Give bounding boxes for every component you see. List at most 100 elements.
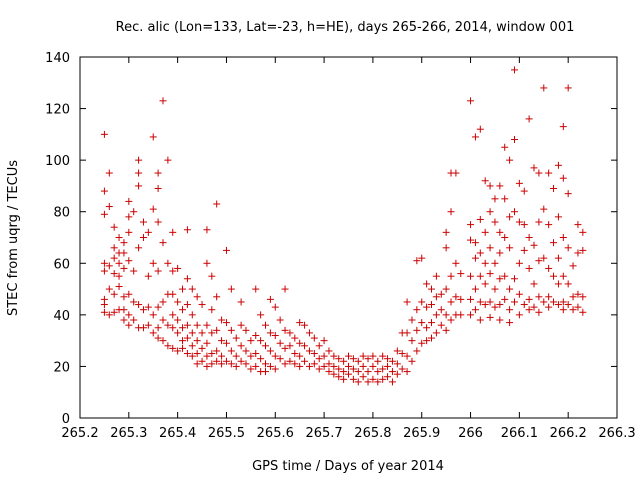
data-point bbox=[486, 313, 494, 321]
data-point bbox=[227, 347, 235, 355]
data-point bbox=[281, 360, 289, 368]
data-point bbox=[408, 357, 416, 365]
data-point bbox=[169, 228, 177, 236]
data-point bbox=[218, 352, 226, 360]
data-point bbox=[330, 370, 338, 378]
data-point bbox=[232, 362, 240, 370]
data-point bbox=[345, 362, 352, 370]
data-point bbox=[266, 347, 274, 355]
data-point bbox=[471, 133, 479, 141]
data-point bbox=[115, 282, 123, 290]
data-point bbox=[345, 370, 352, 378]
data-point bbox=[130, 267, 138, 275]
data-point bbox=[325, 368, 333, 376]
data-point bbox=[447, 272, 455, 280]
data-point bbox=[237, 342, 245, 350]
data-point bbox=[442, 285, 450, 293]
data-point bbox=[227, 360, 235, 368]
data-point bbox=[442, 228, 450, 236]
data-point bbox=[159, 316, 167, 324]
data-point bbox=[545, 264, 553, 272]
data-point bbox=[574, 303, 582, 311]
x-tick-label: 266.1 bbox=[501, 426, 538, 441]
chart-title: Rec. alic (Lon=133, Lat=-23, h=HE), days… bbox=[116, 20, 575, 35]
data-point bbox=[315, 355, 323, 363]
data-point bbox=[442, 311, 450, 319]
data-point bbox=[476, 272, 484, 280]
data-point bbox=[345, 352, 352, 360]
data-point bbox=[335, 365, 343, 373]
data-point bbox=[520, 301, 528, 309]
data-point bbox=[525, 115, 533, 123]
data-point bbox=[545, 169, 553, 177]
data-point bbox=[218, 316, 226, 324]
data-point bbox=[135, 182, 143, 190]
data-point bbox=[120, 316, 128, 324]
data-point bbox=[569, 293, 577, 301]
data-point bbox=[208, 329, 216, 337]
y-tick-label: 20 bbox=[53, 360, 70, 375]
x-axis-label: GPS time / Days of year 2014 bbox=[252, 459, 444, 474]
data-point bbox=[510, 136, 518, 144]
data-point bbox=[340, 368, 348, 376]
data-point bbox=[154, 185, 162, 193]
data-point bbox=[510, 298, 518, 306]
data-point bbox=[154, 267, 162, 275]
data-point bbox=[393, 360, 401, 368]
data-point bbox=[427, 334, 435, 342]
data-point bbox=[379, 365, 387, 373]
data-point bbox=[379, 375, 387, 383]
data-point bbox=[554, 161, 562, 169]
data-point bbox=[125, 290, 133, 298]
data-point bbox=[110, 270, 118, 278]
data-point bbox=[222, 319, 230, 327]
data-point bbox=[535, 169, 543, 177]
data-point bbox=[579, 293, 587, 301]
data-point bbox=[349, 365, 357, 373]
data-point bbox=[198, 301, 206, 309]
y-tick-label: 40 bbox=[53, 309, 70, 324]
data-point bbox=[130, 208, 138, 216]
data-point bbox=[183, 334, 191, 342]
data-point bbox=[105, 311, 113, 319]
data-point bbox=[408, 337, 416, 345]
data-point bbox=[222, 246, 230, 254]
data-point bbox=[540, 298, 548, 306]
data-point bbox=[476, 316, 484, 324]
data-point bbox=[501, 143, 509, 151]
data-point bbox=[154, 303, 162, 311]
y-tick-label: 80 bbox=[53, 206, 70, 221]
data-point bbox=[491, 195, 499, 203]
data-point bbox=[169, 290, 177, 298]
data-point bbox=[530, 241, 538, 249]
data-point bbox=[174, 298, 182, 306]
data-point bbox=[550, 298, 558, 306]
data-point bbox=[471, 254, 479, 262]
data-point bbox=[252, 350, 260, 358]
data-point bbox=[125, 213, 133, 221]
y-tick-label: 60 bbox=[53, 257, 70, 272]
data-point bbox=[515, 311, 523, 319]
data-point bbox=[315, 365, 323, 373]
data-point bbox=[213, 347, 221, 355]
data-point bbox=[203, 321, 211, 329]
data-point bbox=[496, 275, 504, 283]
y-axis-label: STEC from uqrg / TECUs bbox=[6, 160, 21, 316]
data-point bbox=[393, 370, 401, 378]
data-point bbox=[545, 293, 553, 301]
data-point bbox=[374, 357, 382, 365]
data-point bbox=[252, 285, 260, 293]
data-point bbox=[139, 234, 147, 241]
data-point bbox=[442, 244, 450, 252]
data-point bbox=[335, 373, 343, 381]
data-point bbox=[100, 187, 108, 195]
data-point bbox=[169, 344, 177, 352]
data-point bbox=[530, 303, 538, 311]
data-point bbox=[213, 293, 221, 301]
data-point bbox=[247, 337, 255, 345]
data-point bbox=[120, 264, 128, 272]
data-point bbox=[471, 239, 479, 247]
data-point bbox=[135, 169, 143, 177]
data-point bbox=[384, 355, 392, 363]
data-point bbox=[159, 337, 167, 345]
